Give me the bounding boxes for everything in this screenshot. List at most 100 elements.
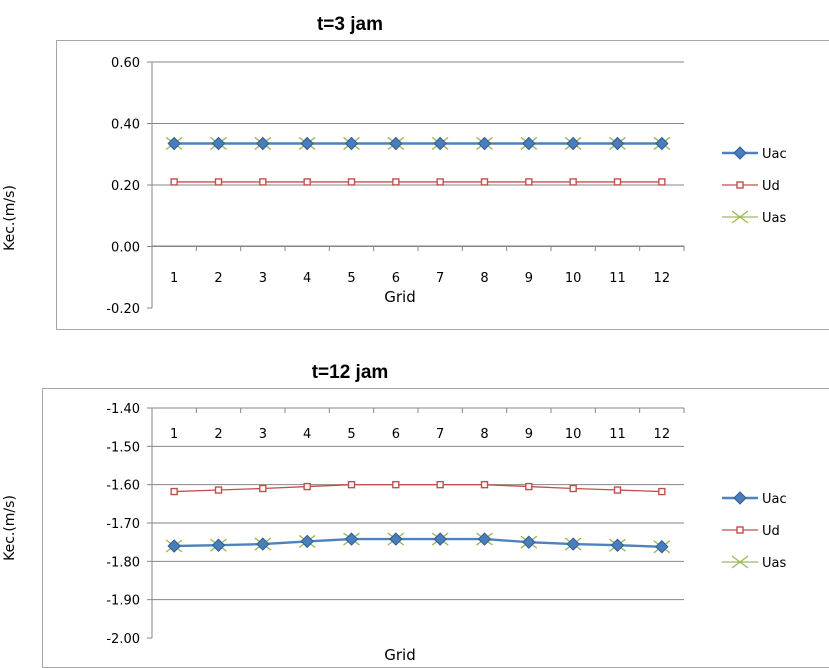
x-tick-label-1: 10 (565, 271, 582, 286)
series-point-ud-1 (480, 178, 489, 186)
x-tick-label-2: 9 (525, 427, 533, 442)
x-axis-title-2: Grid (384, 646, 415, 664)
series-point-uac-1 (610, 136, 625, 151)
series-point-ud-1 (569, 178, 577, 186)
legend-label-uac-1: Uac (762, 147, 787, 162)
series-point-uac-2 (344, 532, 359, 546)
series-point-ud-2 (525, 482, 533, 491)
x-tick-label-2: 5 (347, 427, 355, 442)
series-point-uac-2 (566, 537, 580, 551)
x-tick-label-2: 3 (259, 427, 267, 442)
legend-marker-uas-1 (731, 210, 749, 224)
series-point-uac-2 (433, 532, 447, 546)
x-tick-label-1: 3 (259, 271, 267, 286)
x-tick-label-2: 6 (392, 427, 400, 442)
series-point-ud-2 (480, 480, 489, 489)
series-point-ud-2 (259, 484, 267, 493)
x-tick-label-2: 2 (214, 427, 222, 442)
x-axis-title-1: Grid (384, 288, 415, 306)
series-point-ud-1 (347, 178, 356, 186)
legend-marker-uas-2 (731, 555, 749, 569)
x-tick-label-2: 10 (565, 427, 582, 442)
series-point-ud-2 (613, 486, 622, 494)
legend-marker-ud-2 (736, 526, 744, 534)
y-tick-label-2: -1.80 (106, 555, 140, 570)
series-point-uac-1 (256, 136, 270, 151)
x-tick-label-2: 7 (436, 427, 444, 442)
series-point-ud-1 (170, 178, 178, 186)
series-line-ud-2 (174, 484, 662, 493)
x-tick-label-1: 4 (303, 271, 311, 286)
series-point-uac-1 (522, 136, 536, 151)
series-point-uac-1 (433, 136, 447, 151)
y-tick-label-2: -1.50 (106, 440, 140, 455)
y-tick-label-1: 0.20 (111, 179, 140, 194)
series-point-uac-2 (610, 538, 625, 552)
series-point-uac-2 (477, 532, 492, 546)
y-tick-label-2: -1.70 (106, 517, 140, 532)
series-point-uac-2 (389, 532, 403, 546)
x-tick-label-1: 7 (436, 271, 444, 286)
y-tick-label-2: -2.00 (106, 632, 140, 647)
y-tick-label-2: -1.60 (106, 479, 140, 494)
y-tick-label-1: 0.40 (111, 118, 140, 133)
y-tick-label-2: -1.90 (106, 594, 140, 609)
series-point-ud-2 (347, 480, 356, 489)
legend-label-uas-1: Uas (762, 211, 786, 226)
series-point-ud-1 (214, 178, 223, 186)
chart-title-2: t=12 jam (311, 362, 389, 383)
y-tick-label-1: 0.60 (111, 56, 140, 71)
series-point-uac-2 (300, 534, 314, 549)
series-point-ud-1 (392, 178, 400, 186)
y-axis-title-2: Kec.(m/s) (2, 495, 18, 561)
x-tick-label-1: 2 (214, 271, 222, 286)
x-tick-label-1: 6 (392, 271, 400, 286)
series-point-uac-1 (389, 136, 403, 151)
x-tick-label-1: 5 (347, 271, 355, 286)
x-tick-label-2: 1 (170, 427, 178, 442)
series-point-ud-2 (392, 480, 400, 489)
series-point-uac-1 (211, 136, 226, 151)
legend-label-ud-1: Ud (762, 179, 780, 194)
series-point-ud-2 (303, 482, 311, 491)
series-point-uac-1 (566, 136, 580, 151)
series-point-uac-1 (344, 136, 359, 151)
series-point-uac-1 (655, 136, 669, 151)
legend-label-uas-2: Uas (762, 556, 786, 571)
series-point-ud-2 (214, 486, 223, 494)
legend-marker-uac-2 (733, 491, 747, 505)
y-tick-label-1: 0.00 (111, 241, 140, 256)
y-tick-label-2: -1.40 (106, 402, 140, 417)
legend-label-ud-2: Ud (762, 524, 780, 539)
legend-label-uac-2: Uac (762, 492, 787, 507)
series-point-uac-1 (477, 136, 492, 151)
x-tick-label-2: 4 (303, 427, 311, 442)
chart-frame-2 (42, 388, 829, 668)
series-point-uac-2 (522, 535, 536, 549)
series-point-uac-2 (167, 539, 181, 553)
series-line-uac-2 (174, 537, 662, 548)
chart-title-1: t=3 jam (316, 14, 383, 35)
x-tick-label-1: 12 (654, 271, 671, 286)
legend-marker-ud-1 (736, 181, 744, 189)
series-point-ud-1 (613, 178, 622, 186)
series-point-uac-2 (655, 540, 669, 554)
y-axis-title-1: Kec.(m/s) (2, 185, 18, 251)
x-tick-label-1: 11 (609, 271, 626, 286)
series-point-uac-2 (211, 538, 226, 552)
series-point-ud-1 (436, 178, 444, 186)
series-point-ud-1 (303, 178, 311, 186)
x-tick-label-2: 8 (480, 427, 488, 442)
series-point-ud-2 (436, 480, 444, 489)
x-tick-label-2: 11 (609, 427, 626, 442)
series-point-ud-2 (658, 487, 666, 496)
x-tick-label-1: 8 (480, 271, 488, 286)
series-point-ud-2 (170, 487, 178, 496)
x-tick-label-1: 9 (525, 271, 533, 286)
series-point-ud-1 (658, 178, 666, 186)
legend-marker-uac-1 (733, 146, 747, 160)
series-point-ud-2 (569, 484, 577, 493)
series-point-ud-1 (259, 178, 267, 186)
